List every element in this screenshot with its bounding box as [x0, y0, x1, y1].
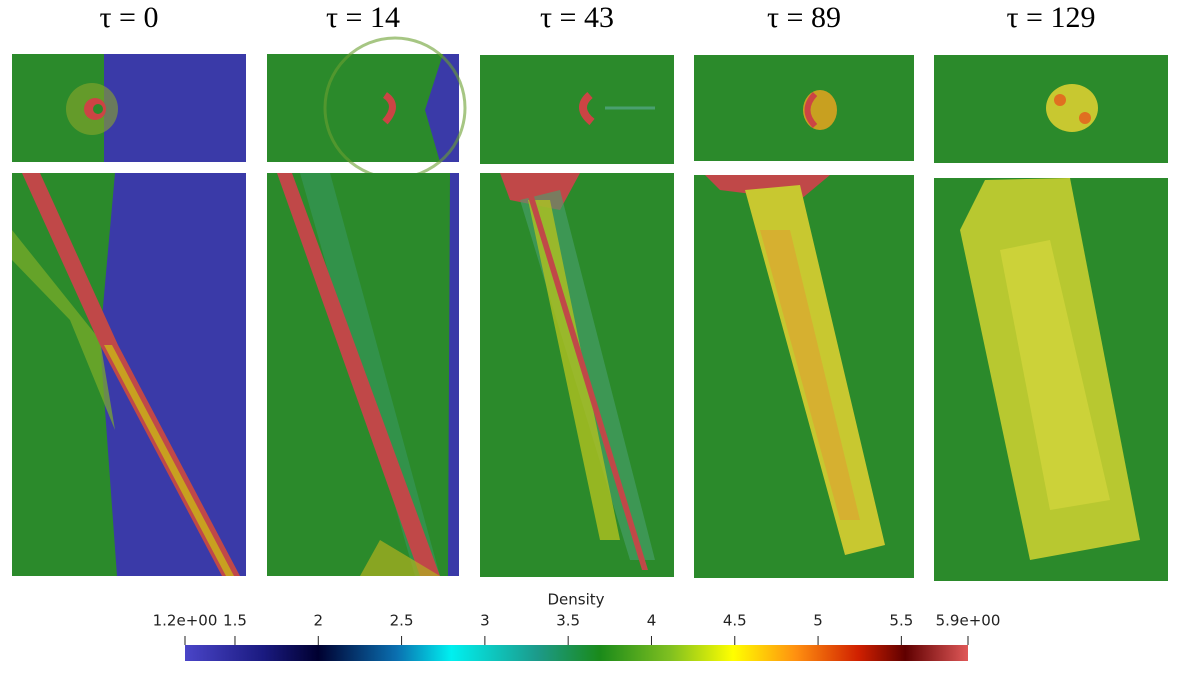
colorbar — [185, 645, 968, 661]
colorbar-tick-label: 5.5 — [889, 612, 913, 630]
panel-title: τ = 0 — [100, 1, 159, 34]
colorbar-tick-label: 2.5 — [390, 612, 414, 630]
colorbar-ticks: 1.2e+00 1.5 2 2.5 3 3.5 4 4.5 5 5.5 5.9e+00 — [153, 612, 1001, 645]
colorbar-tick-label: 3 — [480, 612, 490, 630]
panel-titles: τ = 0 τ = 14 τ = 43 τ = 89 τ = 129 — [100, 1, 1096, 34]
panel-image — [694, 55, 914, 578]
panel-image — [934, 55, 1168, 581]
colorbar-tick-label: 2 — [314, 612, 324, 630]
colorbar-tick-label: 4 — [647, 612, 657, 630]
panel-title: τ = 129 — [1007, 1, 1096, 34]
colorbar-tick-label: 1.2e+00 — [153, 612, 218, 630]
panel-title: τ = 43 — [540, 1, 614, 34]
colorbar-tick-label: 5 — [813, 612, 823, 630]
colorbar-title: Density — [547, 591, 604, 609]
colorbar-tick-label: 3.5 — [556, 612, 580, 630]
panel-image — [12, 54, 246, 576]
panel-title: τ = 89 — [767, 1, 841, 34]
panel-image — [267, 36, 467, 576]
colorbar-tick-label: 1.5 — [223, 612, 247, 630]
panel-image — [480, 55, 674, 577]
colorbar-tick-label: 5.9e+00 — [936, 612, 1001, 630]
panel-title: τ = 14 — [326, 1, 400, 34]
colorbar-tick-label: 4.5 — [723, 612, 747, 630]
